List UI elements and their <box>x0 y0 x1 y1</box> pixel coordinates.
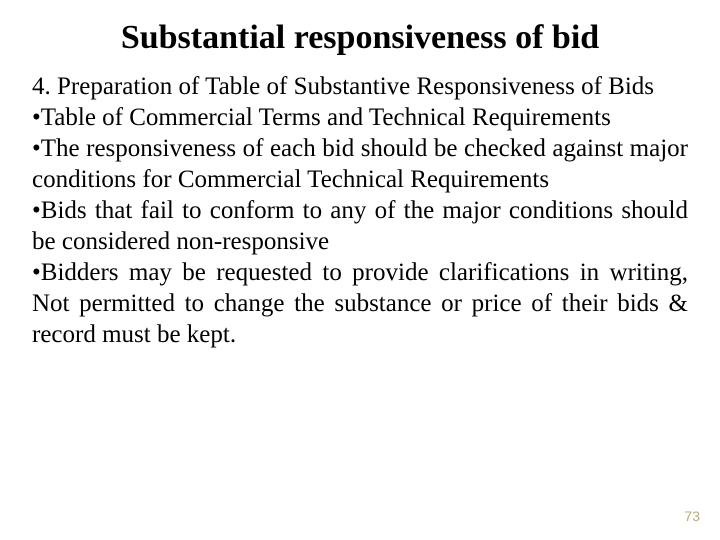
page-number: 73 <box>684 508 700 524</box>
slide-body: 4. Preparation of Table of Substantive R… <box>32 71 688 350</box>
section-lead: 4. Preparation of Table of Substantive R… <box>32 73 654 100</box>
bullet-text: Table of Commercial Terms and Technical … <box>41 104 611 131</box>
slide: Substantial responsiveness of bid 4. Pre… <box>0 0 720 540</box>
bullet-item: •Bids that fail to conform to any of the… <box>32 195 688 257</box>
bullet-item: •Table of Commercial Terms and Technical… <box>32 102 688 133</box>
bullet-text: The responsiveness of each bid should be… <box>32 135 688 193</box>
bullet-item: •The responsiveness of each bid should b… <box>32 133 688 195</box>
bullet-text: Bidders may be requested to provide clar… <box>32 259 688 348</box>
section-heading: Preparation of Table of Substantive Resp… <box>57 73 654 100</box>
bullet-text: Bids that fail to conform to any of the … <box>32 197 688 255</box>
section-number: 4. <box>32 73 51 100</box>
slide-title: Substantial responsiveness of bid <box>32 18 688 57</box>
bullet-item: •Bidders may be requested to provide cla… <box>32 257 688 350</box>
